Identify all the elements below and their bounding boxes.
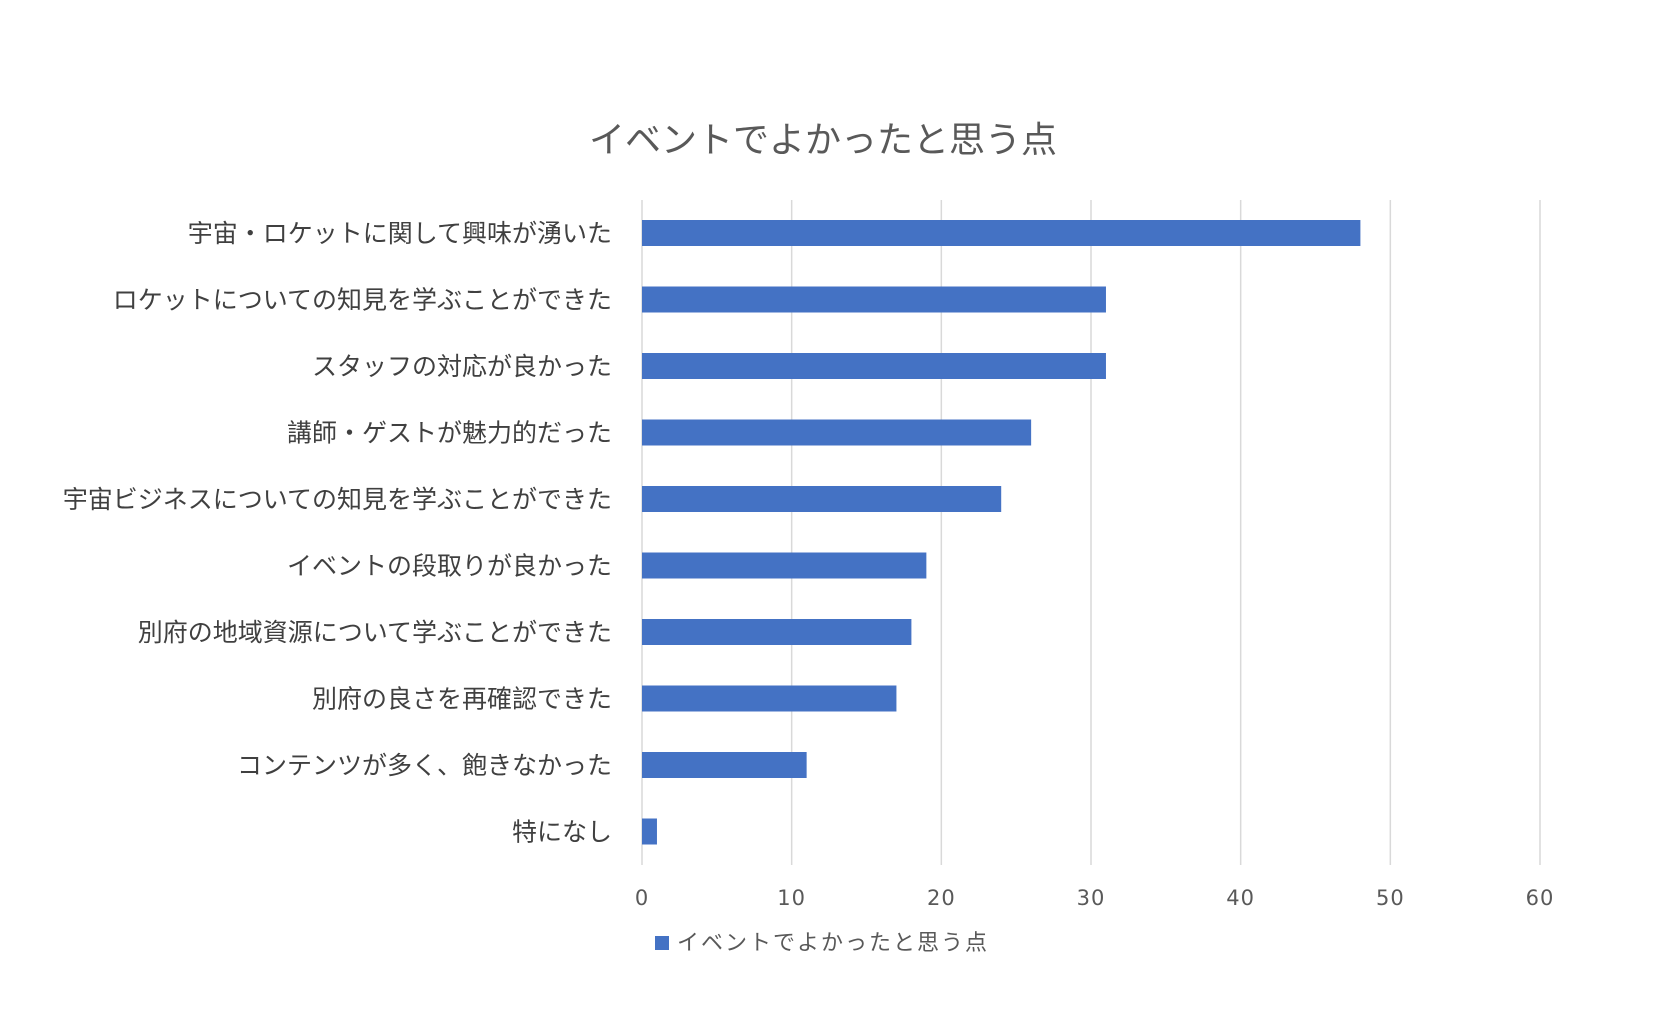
bar (642, 353, 1106, 379)
bar (642, 486, 1002, 512)
category-label: 宇宙・ロケットに関して興味が湧いた (188, 219, 612, 248)
bar (642, 685, 897, 712)
bar (642, 220, 1361, 246)
bar (642, 286, 1106, 313)
category-label: 講師・ゲストが魅力的だった (287, 419, 612, 448)
category-label: 別府の良さを再確認できた (312, 685, 612, 714)
legend: イベントでよかったと思う点 (655, 931, 989, 956)
x-tick-label: 30 (1077, 886, 1106, 910)
x-axis-tick-labels: 0 10 20 30 40 50 60 (635, 886, 1555, 910)
category-label: スタッフの対応が良かった (312, 352, 612, 381)
chart-title: イベントでよかったと思う点 (589, 120, 1057, 161)
category-label: コンテンツが多く、飽きなかった (237, 751, 612, 780)
bar (642, 419, 1032, 446)
bars (642, 220, 1361, 845)
x-tick-label: 50 (1376, 886, 1405, 910)
legend-label: イベントでよかったと思う点 (677, 931, 989, 956)
x-tick-label: 0 (635, 886, 649, 910)
category-label: 宇宙ビジネスについての知見を学ぶことができた (63, 485, 612, 514)
bar (642, 619, 912, 645)
legend-swatch (655, 936, 669, 950)
category-label: ロケットについての知見を学ぶことができた (113, 286, 612, 315)
bar (642, 752, 807, 778)
category-label: 特になし (512, 818, 612, 847)
x-tick-label: 10 (777, 886, 806, 910)
x-tick-label: 20 (927, 886, 956, 910)
category-label: イベントの段取りが良かった (287, 552, 612, 581)
bar (642, 552, 927, 579)
bar (642, 818, 657, 845)
category-label: 別府の地域資源について学ぶことができた (138, 618, 612, 647)
x-tick-label: 40 (1226, 886, 1255, 910)
category-labels: 宇宙・ロケットに関して興味が湧いたロケットについての知見を学ぶことができたスタッ… (63, 219, 612, 847)
x-tick-label: 60 (1526, 886, 1555, 910)
